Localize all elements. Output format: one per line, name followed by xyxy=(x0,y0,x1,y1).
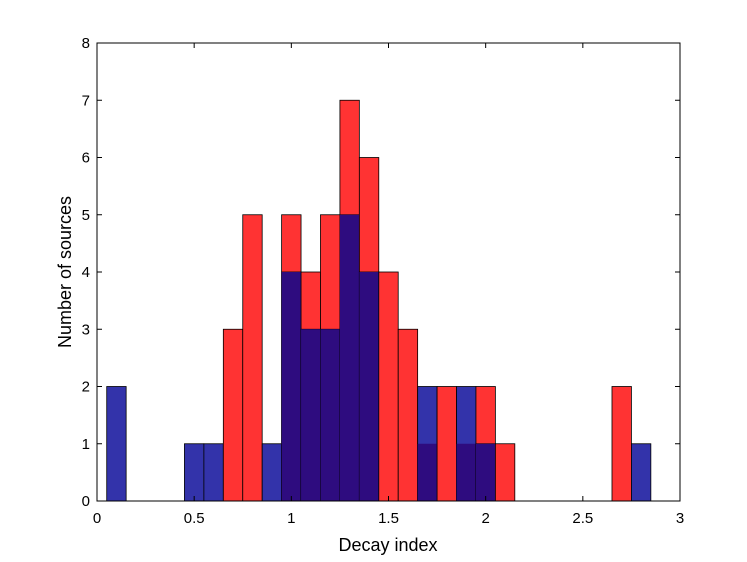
overlap-bar xyxy=(339,214,360,501)
overlap-bar xyxy=(417,443,438,501)
y-axis-label: Number of sources xyxy=(55,196,75,348)
red-bar xyxy=(611,386,632,502)
red-bar xyxy=(436,386,457,502)
overlap-bar xyxy=(475,443,496,501)
blue-bar xyxy=(631,443,652,502)
y-axis: 0 1 2 3 4 5 6 7 8 xyxy=(82,35,680,510)
y-tick-label: 8 xyxy=(82,35,90,52)
x-tick-label: 1 xyxy=(287,510,295,527)
y-tick-label: 1 xyxy=(82,436,90,453)
red-bar xyxy=(494,443,516,502)
y-tick-label: 2 xyxy=(82,379,90,396)
y-tick-label: 5 xyxy=(82,207,90,224)
red-bar xyxy=(222,328,244,502)
red-bar xyxy=(242,214,263,502)
overlap-bar xyxy=(320,329,340,501)
y-tick-label: 6 xyxy=(82,150,90,167)
red-bar xyxy=(378,271,399,502)
overlap-bar xyxy=(359,272,379,501)
blue-bar xyxy=(203,443,224,502)
x-tick-label: 0.5 xyxy=(184,510,205,527)
x-tick-label: 3 xyxy=(676,510,684,527)
overlap-bar xyxy=(456,443,476,501)
bars-layer xyxy=(106,99,652,502)
y-tick-label: 3 xyxy=(82,321,90,338)
x-axis-label: Decay index xyxy=(338,535,437,555)
x-axis: 0 0.5 1 1.5 2 2.5 3 xyxy=(93,43,684,527)
y-tick-label: 0 xyxy=(82,493,90,510)
blue-bar xyxy=(106,386,127,502)
x-tick-label: 2 xyxy=(481,510,489,527)
y-tick-label: 7 xyxy=(82,92,90,109)
x-tick-label: 2.5 xyxy=(572,510,593,527)
x-tick-label: 0 xyxy=(93,510,101,527)
blue-bar xyxy=(261,443,283,502)
x-tick-label: 1.5 xyxy=(378,510,399,527)
overlap-bar xyxy=(301,329,321,501)
y-tick-label: 4 xyxy=(82,264,90,281)
red-bar xyxy=(397,328,419,502)
overlap-bar xyxy=(281,272,302,501)
blue-bar xyxy=(184,443,205,502)
